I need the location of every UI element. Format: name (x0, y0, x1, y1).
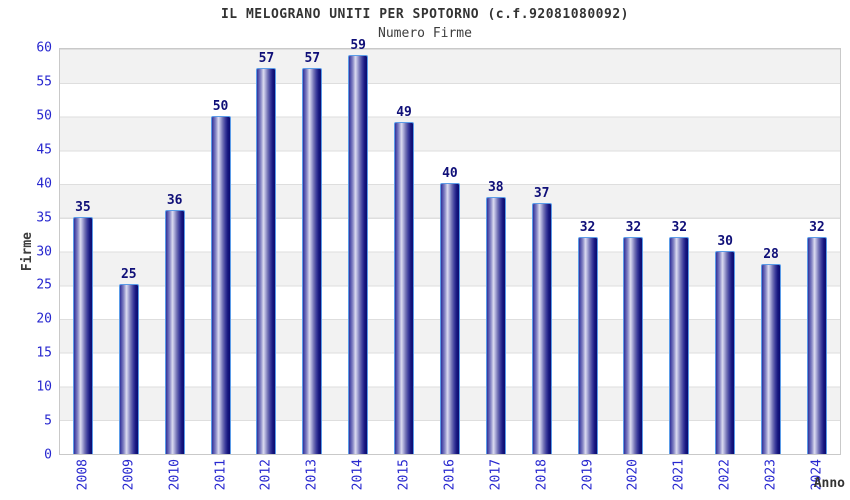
bar (118, 284, 139, 454)
x-tick-label: 2008 (75, 459, 91, 491)
bar-value-label: 32 (579, 220, 596, 236)
bar (210, 115, 231, 454)
bar-group: 25 2009 (106, 49, 152, 490)
y-tick-label: 40 (36, 176, 52, 192)
bar-value-label: 59 (350, 37, 367, 53)
bar-group: 32 2020 (611, 49, 657, 490)
bar-value-label: 25 (120, 267, 137, 283)
y-tick-label: 30 (36, 244, 52, 259)
bar-group: 57 2013 (289, 49, 335, 490)
y-axis-ticks: 60 55 50 45 40 35 30 25 20 15 10 5 0 (0, 41, 52, 463)
chart-subtitle: Numero Firme (378, 26, 472, 41)
bar-group: 37 2018 (519, 49, 565, 490)
bar (531, 203, 552, 454)
x-axis-title: Anno (813, 476, 845, 491)
bar-value-label: 36 (166, 193, 183, 208)
bar-value-label: 40 (442, 166, 458, 182)
bar-value-label: 32 (625, 220, 642, 236)
bar-group: 36 2010 (152, 49, 198, 490)
x-tick-label: 2018 (534, 459, 550, 491)
bar-value-label: 32 (671, 220, 688, 236)
x-tick-label: 2013 (304, 459, 320, 491)
bar-value-label: 49 (396, 105, 412, 121)
bar-value-label: 28 (763, 247, 779, 262)
bar-group: 50 2011 (198, 49, 244, 490)
bar-value-label: 32 (809, 220, 825, 236)
x-tick-label: 2014 (350, 459, 366, 491)
y-tick-label: 45 (36, 142, 52, 158)
bar (348, 54, 369, 454)
y-tick-label: 5 (44, 413, 52, 429)
y-tick-label: 55 (36, 74, 52, 90)
bar-group: 35 2008 (60, 49, 106, 490)
x-tick-label: 2009 (121, 459, 137, 491)
bar-group: 32 2021 (656, 49, 702, 490)
bar-group: 32 2019 (565, 49, 611, 490)
x-tick-label: 2015 (396, 459, 412, 491)
x-tick-label: 2023 (763, 459, 779, 491)
bar (761, 264, 782, 454)
bar (806, 237, 827, 454)
bar (72, 216, 93, 454)
x-tick-label: 2019 (580, 459, 596, 491)
bar-group: 57 2012 (244, 49, 290, 490)
x-tick-label: 2011 (213, 459, 229, 491)
bar-group: 28 2023 (748, 49, 794, 490)
bar-value-label: 50 (212, 98, 229, 114)
bar (302, 68, 323, 454)
y-axis-title-wrap: Firme (20, 48, 35, 455)
bar (669, 237, 690, 454)
bar (715, 250, 736, 454)
bar-value-label: 35 (75, 199, 91, 215)
x-tick-label: 2012 (258, 459, 274, 491)
y-tick-label: 25 (36, 277, 52, 293)
x-tick-label: 2017 (488, 459, 504, 491)
bar (577, 237, 598, 454)
plot-area: 35 2008 25 2009 36 2010 50 2011 57 2012 57 2013 59 20… (59, 38, 841, 490)
y-tick-label: 10 (36, 379, 52, 395)
y-tick-label: 15 (36, 345, 52, 361)
x-tick-label: 2010 (167, 459, 183, 491)
bar (394, 122, 415, 454)
bar-group: 30 2022 (702, 49, 748, 490)
x-tick-label: 2016 (442, 459, 458, 491)
y-tick-label: 0 (44, 447, 52, 463)
y-tick-label: 50 (36, 108, 52, 124)
bar-group: 32 2024 (794, 49, 840, 490)
x-tick-label: 2022 (717, 459, 733, 491)
bar-value-label: 57 (258, 51, 275, 67)
bar (164, 210, 185, 454)
bar-group: 59 2014 (335, 38, 381, 490)
y-tick-label: 35 (36, 210, 52, 226)
bar-value-label: 30 (717, 233, 734, 249)
x-tick-label: 2020 (625, 459, 641, 491)
bar (485, 196, 506, 454)
y-tick-label: 60 (36, 40, 52, 56)
bar-value-label: 57 (304, 51, 321, 67)
bar-group: 49 2015 (381, 49, 427, 490)
bar (256, 68, 277, 454)
bar-value-label: 37 (533, 186, 550, 202)
bar-value-label: 38 (487, 179, 504, 195)
bar-group: 40 2016 (427, 49, 473, 490)
chart-title: IL MELOGRANO UNITI PER SPOTORNO (c.f.920… (220, 7, 629, 22)
y-axis-title: Firme (20, 231, 35, 272)
bar-group: 38 2017 (473, 49, 519, 490)
bar (439, 183, 460, 454)
y-tick-label: 20 (36, 311, 52, 327)
x-tick-label: 2021 (671, 459, 687, 491)
bar (623, 237, 644, 454)
